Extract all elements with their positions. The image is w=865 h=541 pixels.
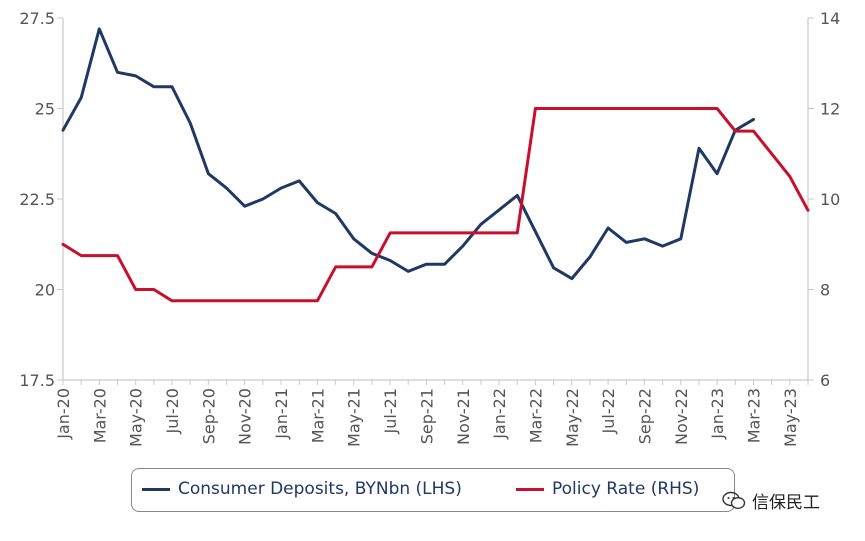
legend-swatch-policy-rate [516, 487, 544, 491]
x-tick-label: Jul-20 [163, 388, 182, 434]
x-tick-label: May-20 [127, 388, 146, 447]
x-tick-label: Nov-21 [454, 388, 473, 445]
x-tick-label: Jan-22 [490, 388, 509, 440]
legend-label-consumer-deposits: Consumer Deposits, BYNbn (LHS) [178, 479, 462, 499]
legend-item-policy-rate: Policy Rate (RHS) [516, 479, 699, 499]
right-tick-label: 8 [820, 281, 830, 300]
x-tick-label: Sep-20 [199, 388, 218, 444]
x-tick-label: Jan-23 [708, 388, 727, 440]
left-tick-label: 27.5 [19, 9, 55, 28]
left-tick-label: 17.5 [19, 371, 55, 390]
x-tick-label: Jan-20 [54, 388, 73, 440]
x-tick-label: Mar-21 [308, 388, 327, 443]
x-tick-label: Sep-22 [635, 388, 654, 444]
x-tick-label: Mar-20 [90, 388, 109, 443]
legend-item-consumer-deposits: Consumer Deposits, BYNbn (LHS) [142, 479, 462, 499]
series-layer [61, 27, 810, 303]
legend-label-policy-rate: Policy Rate (RHS) [552, 479, 700, 499]
right-tick-label: 14 [820, 9, 840, 28]
left-tick-label: 25 [35, 100, 55, 119]
wechat-icon [722, 491, 746, 509]
series-line-consumer-deposits [61, 27, 755, 281]
x-tick-label: Jul-22 [599, 388, 618, 434]
x-tick-label: Sep-21 [417, 388, 436, 444]
legend-swatch-consumer-deposits [142, 487, 170, 491]
right-tick-label: 10 [820, 190, 840, 209]
x-tick-label: Nov-22 [672, 388, 691, 445]
x-tick-label: May-23 [781, 388, 800, 447]
x-tick-label: Mar-22 [526, 388, 545, 443]
left-tick-label: 20 [35, 281, 55, 300]
chart-legend: Consumer Deposits, BYNbn (LHS) Policy Ra… [131, 468, 735, 512]
watermark: 信保民工 [722, 488, 820, 513]
series-line-policy-rate [61, 107, 810, 303]
right-tick-label: 6 [820, 371, 830, 390]
chart-axes: 17.5 20 22.5 25 27.5 6 8 10 12 14 Jan-20 Mar-20 May-… [19, 9, 840, 447]
left-tick-label: 22.5 [19, 190, 55, 209]
right-tick-label: 12 [820, 100, 840, 119]
watermark-text: 信保民工 [752, 493, 820, 513]
x-tick-label: Jul-21 [381, 388, 400, 434]
x-tick-label: May-22 [563, 388, 582, 447]
x-tick-label: Nov-20 [236, 388, 255, 445]
x-tick-label: May-21 [345, 388, 364, 447]
x-tick-label: Jan-21 [272, 388, 291, 440]
x-tick-label: Mar-23 [744, 388, 763, 443]
